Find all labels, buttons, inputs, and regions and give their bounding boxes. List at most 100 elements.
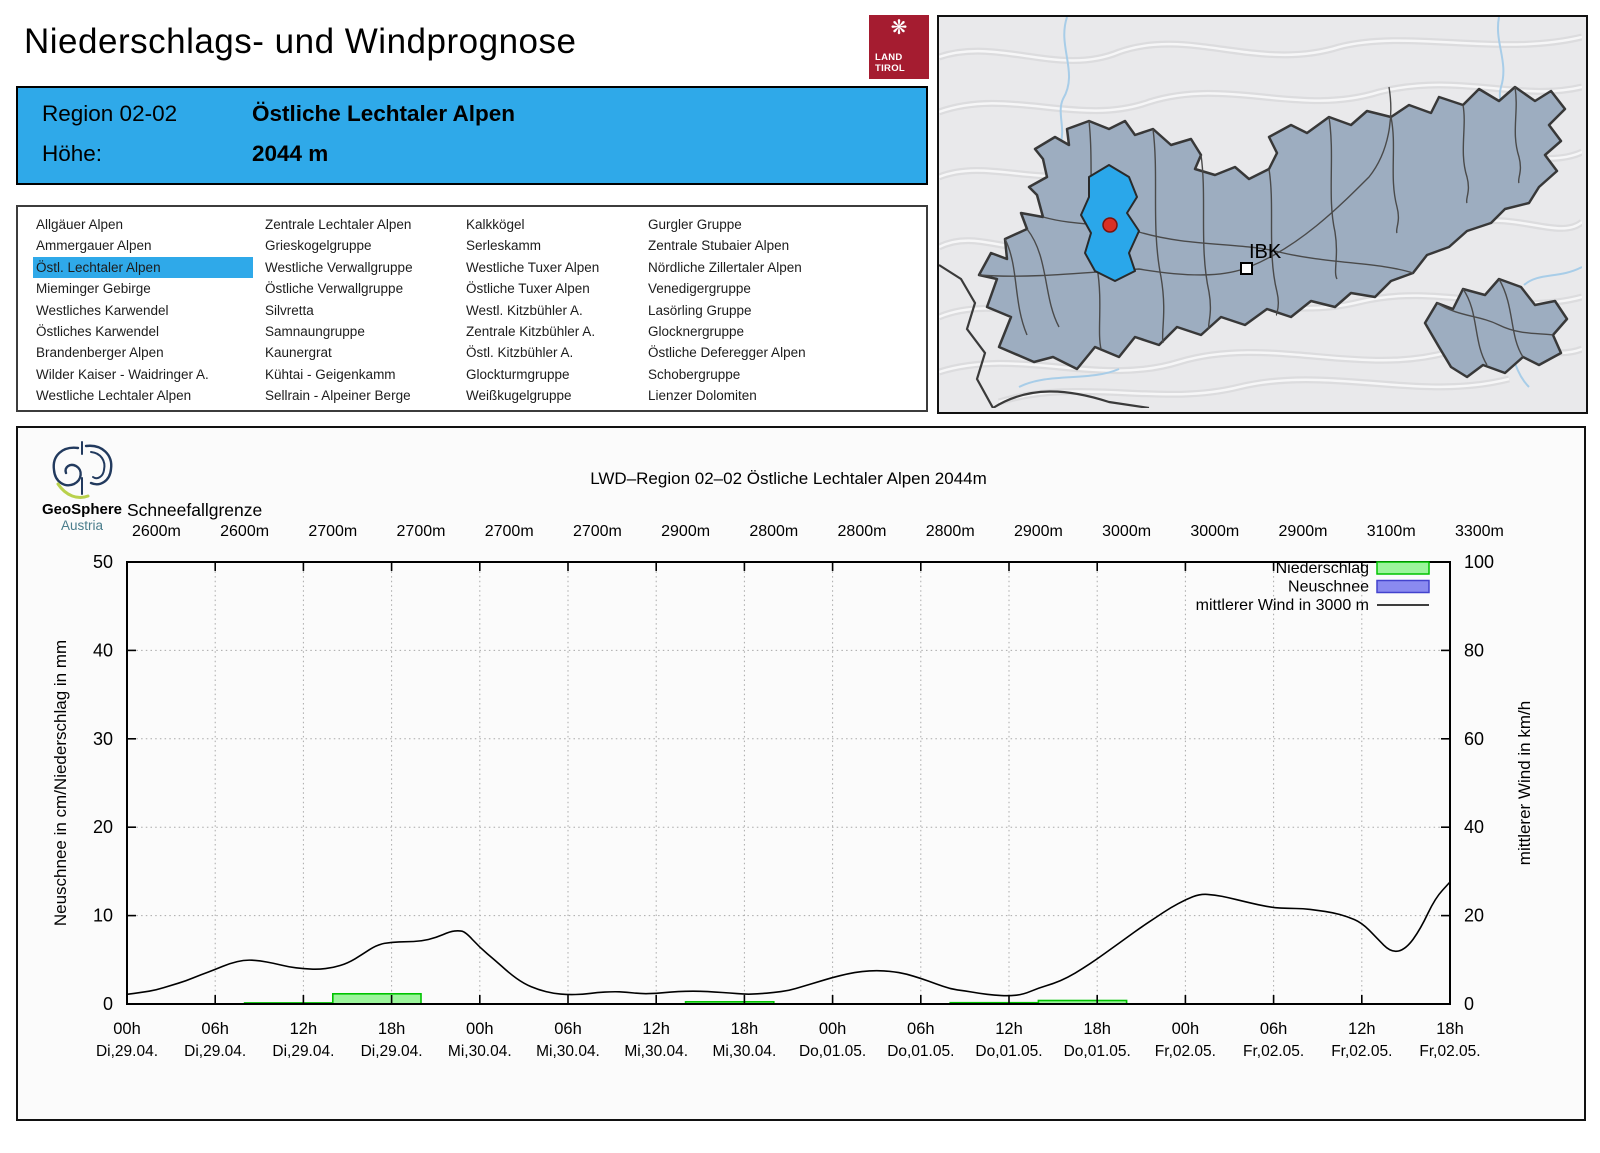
map-region-boundary (1514, 86, 1522, 184)
x-date-label: Do,01.05. (887, 1043, 954, 1060)
map-region-boundary (1328, 116, 1338, 280)
legend-label: Neuschnee (1288, 579, 1369, 596)
region-column-4: Gurgler Gruppe Zentrale Stubaier Alpen Nör… (645, 214, 865, 407)
region-item[interactable]: Östliche Deferegger Alpen (648, 345, 806, 361)
page-title: Niederschlags- und Windprognose (24, 22, 577, 61)
x-hour-label: 00h (466, 1020, 494, 1038)
map-region-cluster-east[interactable] (1423, 277, 1569, 379)
region-item[interactable]: Zentrale Lechtaler Alpen (265, 217, 412, 232)
y-right-tick-label: 100 (1464, 552, 1494, 572)
region-item[interactable]: Glocknergruppe (648, 324, 745, 340)
map-region-boundary (1200, 154, 1212, 330)
y-right-tick-label: 40 (1464, 817, 1484, 837)
region-item-selected[interactable]: Östl. Lechtaler Alpen (33, 256, 253, 279)
land-tirol-logo: ❋ LAND TIROL (869, 15, 929, 79)
relief-texture (998, 377, 1510, 404)
region-item[interactable]: Brandenberger Alpen (36, 345, 164, 361)
x-hour-label: 18h (1083, 1020, 1111, 1038)
y-right-tick-label: 0 (1464, 994, 1474, 1014)
region-item[interactable]: Westl. Kitzbühler A. (466, 302, 583, 318)
x-date-label: Fr,02.05. (1419, 1043, 1480, 1060)
x-date-label: Do,01.05. (1064, 1043, 1131, 1060)
x-date-label: Fr,02.05. (1331, 1043, 1392, 1060)
legend-label: mittlerer Wind in 3000 m (1196, 597, 1369, 614)
region-item[interactable]: Lienzer Dolomiten (648, 388, 757, 404)
x-hour-label: 18h (1436, 1020, 1464, 1038)
region-item[interactable]: Östl. Kitzbühler A. (466, 345, 574, 361)
region-item[interactable]: Gurgler Gruppe (648, 217, 742, 232)
map-region-boundary (1462, 104, 1470, 204)
region-item[interactable]: Grieskogelgruppe (265, 238, 372, 254)
region-item[interactable]: Kalkkögel (466, 217, 525, 232)
y-right-tick-label: 80 (1464, 640, 1484, 660)
region-item[interactable]: Zentrale Kitzbühler A. (466, 324, 596, 340)
x-date-label: Di,29.04. (96, 1043, 158, 1060)
region-item[interactable]: Westliche Lechtaler Alpen (36, 388, 192, 404)
x-hour-label: 06h (1260, 1020, 1288, 1038)
x-hour-label: 12h (290, 1020, 318, 1038)
region-selector-list: Allgäuer Alpen Ammergauer Alpen Östl. Lech… (16, 205, 928, 412)
region-item[interactable]: Glockturmgruppe (466, 366, 570, 382)
legend-swatch-icon (1376, 579, 1430, 594)
region-item[interactable]: Zentrale Stubaier Alpen (648, 238, 790, 254)
y-left-axis-title: Neuschnee in cm/Niederschlag in mm (51, 640, 70, 926)
region-item[interactable]: Allgäuer Alpen (36, 217, 124, 232)
region-item[interactable]: Östliche Tuxer Alpen (466, 281, 590, 297)
selected-region-marker-icon (1102, 217, 1118, 233)
region-name-value: Östliche Lechtaler Alpen (252, 101, 515, 126)
x-date-label: Do,01.05. (799, 1043, 866, 1060)
snowline-value: 2700m (485, 523, 534, 540)
elevation-label: Höhe: (42, 141, 103, 166)
x-date-label: Di,29.04. (361, 1043, 423, 1060)
x-hour-label: 12h (642, 1020, 670, 1038)
x-date-label: Di,29.04. (184, 1043, 246, 1060)
snowline-value: 2600m (220, 523, 269, 540)
region-item[interactable]: Östliche Verwallgruppe (265, 281, 404, 297)
region-number-label: Region 02-02 (42, 101, 178, 126)
region-item[interactable]: Mieminger Gebirge (36, 281, 151, 297)
region-item[interactable]: Weißkugelgruppe (466, 388, 572, 404)
wind-line (126, 881, 1451, 997)
region-item[interactable]: Samnaungruppe (265, 324, 365, 340)
region-item[interactable]: Kaunergrat (265, 345, 332, 361)
snowline-value: 2700m (397, 523, 446, 540)
region-item[interactable]: Westliche Tuxer Alpen (466, 259, 600, 275)
region-item[interactable]: Sellrain - Alpeiner Berge (265, 388, 411, 404)
snowline-value: 2600m (132, 523, 181, 540)
map-canvas[interactable]: IBK (939, 17, 1582, 408)
eagle-emblem-icon: ❋ (890, 17, 908, 39)
region-item[interactable]: Wilder Kaiser - Waidringer A. (36, 366, 209, 382)
x-hour-label: 00h (113, 1020, 141, 1038)
region-item[interactable]: Serleskamm (466, 238, 542, 254)
x-hour-label: 12h (995, 1020, 1023, 1038)
plot-border (126, 561, 1451, 1005)
x-hour-label: 18h (731, 1020, 759, 1038)
x-date-label: Mi,30.04. (713, 1043, 777, 1060)
snowline-value: 2700m (573, 523, 622, 540)
y-right-tick-label: 20 (1464, 906, 1484, 926)
region-item[interactable]: Ammergauer Alpen (36, 238, 152, 254)
country-border (939, 264, 994, 408)
region-item[interactable]: Nördliche Zillertaler Alpen (648, 259, 802, 275)
region-item[interactable]: Westliches Karwendel (36, 302, 169, 318)
x-hour-label: 00h (819, 1020, 847, 1038)
region-item[interactable]: Lasörling Gruppe (648, 302, 752, 318)
region-item[interactable]: Östliches Karwendel (36, 324, 160, 340)
tirol-overview-map[interactable]: IBK (937, 15, 1588, 414)
snowline-value: 2900m (1279, 523, 1328, 540)
x-hour-label: 06h (907, 1020, 935, 1038)
river-line (1018, 368, 1120, 388)
legend-label: Niederschlag (1276, 560, 1369, 577)
x-date-label: Di,29.04. (272, 1043, 334, 1060)
region-item[interactable]: Venedigergruppe (648, 281, 751, 297)
map-region-boundary (1152, 128, 1165, 344)
legend-swatch-icon (1376, 561, 1430, 575)
region-item[interactable]: Westliche Verwallgruppe (265, 259, 413, 275)
region-item[interactable]: Silvretta (265, 302, 314, 318)
region-item[interactable]: Kühtai - Geigenkamm (265, 366, 396, 382)
region-column-2: Zentrale Lechtaler Alpen Grieskogelgruppe… (262, 214, 458, 407)
region-item[interactable]: Schobergruppe (648, 366, 741, 382)
